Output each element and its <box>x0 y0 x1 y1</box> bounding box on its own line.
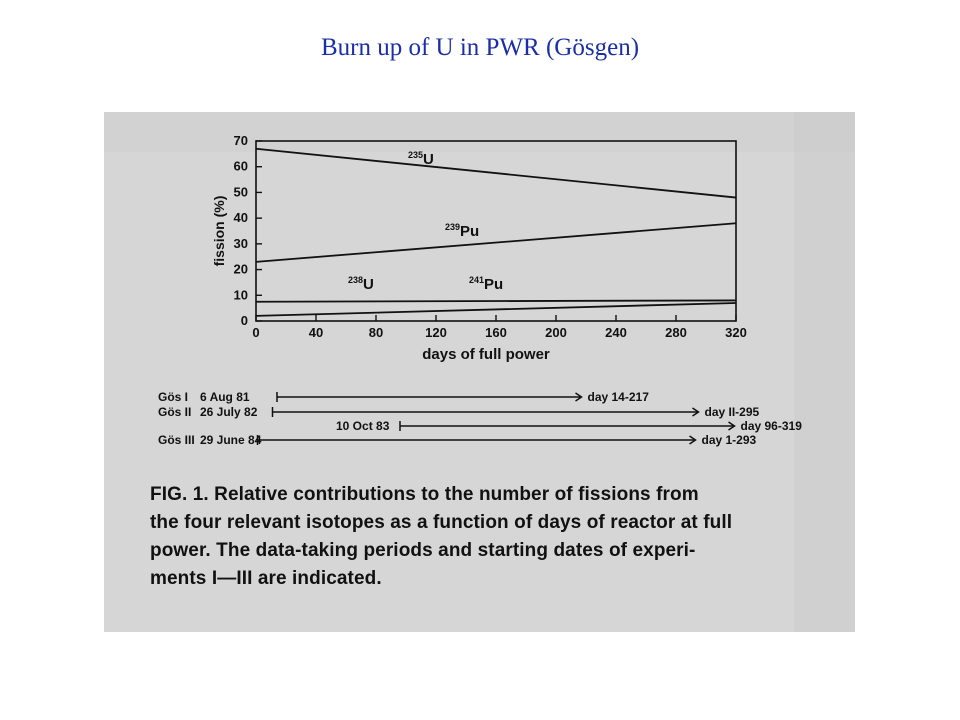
x-tick-label: 200 <box>545 325 567 340</box>
y-tick-label: 10 <box>234 287 248 302</box>
x-tick-label: 40 <box>309 325 323 340</box>
scan-background <box>104 112 855 632</box>
x-axis-label: days of full power <box>422 346 550 363</box>
x-tick-label: 0 <box>252 325 259 340</box>
caption-line: FIG. 1. Relative contributions to the nu… <box>150 484 699 505</box>
period-range-label: day 1-293 <box>702 433 757 447</box>
period-bar-arrow <box>575 392 583 402</box>
period-date: 26 July 82 <box>200 405 258 419</box>
period-label: Gös I <box>158 390 188 404</box>
y-tick-label: 30 <box>234 236 248 251</box>
plot-frame <box>255 140 737 322</box>
period-date: 6 Aug 81 <box>200 390 250 404</box>
period-bar-arrow <box>728 421 736 431</box>
y-tick-label: 50 <box>234 184 248 199</box>
y-tick-label: 70 <box>234 133 248 148</box>
y-tick-label: 20 <box>234 262 248 277</box>
slide-title: Burn up of U in PWR (Gösgen) <box>320 34 640 61</box>
series-label-238U: 238U <box>348 275 374 293</box>
y-axis-label: fission (%) <box>211 196 227 267</box>
caption-line: the four relevant isotopes as a function… <box>150 512 733 533</box>
period-date: 10 Oct 83 <box>336 419 390 433</box>
x-tick-label: 280 <box>665 325 687 340</box>
caption-line: power. The data-taking periods and start… <box>150 540 696 561</box>
x-tick-label: 160 <box>485 325 507 340</box>
scanned-figure: 0 10 20 30 40 50 60 70 0 40 80 120 160 200 240 280 320 fi… <box>104 112 855 632</box>
x-tick-label: 120 <box>425 325 447 340</box>
x-tick-label: 320 <box>725 325 747 340</box>
period-label: Gös III <box>158 433 195 447</box>
series-line-241Pu <box>255 302 737 317</box>
period-range-label: day 96-319 <box>741 419 803 433</box>
series-label-235U: 235U <box>408 150 434 168</box>
figure-caption: FIG. 1. Relative contributions to the nu… <box>150 481 850 593</box>
period-range-label: day 14-217 <box>588 390 650 404</box>
period-bar-arrow <box>692 407 700 417</box>
period-label: Gös II <box>158 405 191 419</box>
x-tick-label: 240 <box>605 325 627 340</box>
y-tick-label: 60 <box>234 159 248 174</box>
caption-line: ments I—III are indicated. <box>150 568 382 589</box>
series-line-239Pu <box>255 222 737 263</box>
fission-chart: 0 10 20 30 40 50 60 70 0 40 80 120 160 200 240 280 320 fi… <box>158 133 803 447</box>
series-label-241Pu: 241Pu <box>469 275 503 293</box>
series-label-239Pu: 239Pu <box>445 222 479 240</box>
series-line-238U <box>255 299 737 303</box>
series-line-235U <box>255 147 737 199</box>
x-tick-label: 80 <box>369 325 383 340</box>
period-range-label: day II-295 <box>705 405 760 419</box>
y-tick-label: 40 <box>234 210 248 225</box>
period-date: 29 June 84 <box>200 433 262 447</box>
y-tick-label: 0 <box>241 313 248 328</box>
period-bar-arrow <box>689 435 697 445</box>
